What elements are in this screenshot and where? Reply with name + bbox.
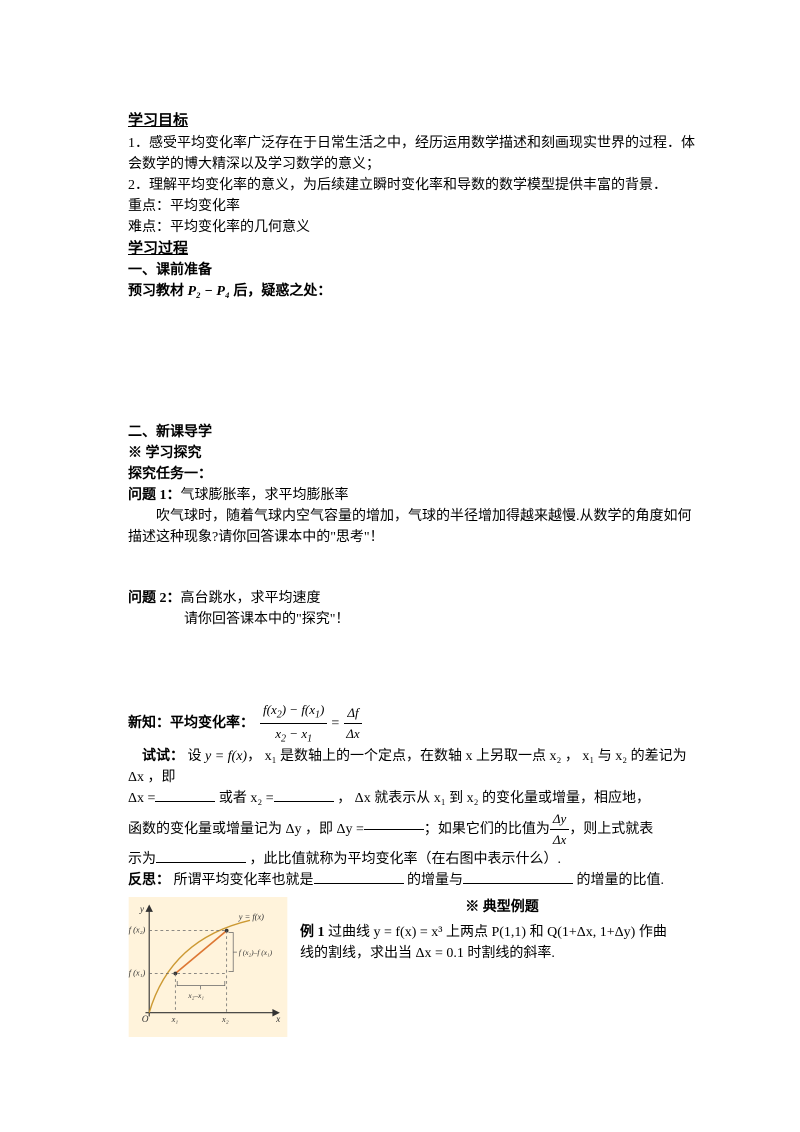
newknowledge-line: 新知：平均变化率： f(x2) − f(x1) x2 − x1 = Δf Δx: [128, 700, 704, 746]
q1-body: 吹气球时，随着气球内空气容量的增加，气球的半径增加得越来越慢.从数学的角度如何描…: [128, 506, 704, 548]
explore-heading: ※ 学习探究: [128, 443, 704, 464]
try-l4a: 函数的变化量或增量记为 Δy ，即 Δy =: [128, 819, 364, 840]
goal-2: 2．理解平均变化率的意义，为后续建立瞬时变化率和导数的数学模型提供丰富的背景．: [128, 175, 704, 196]
section-prep: 一、课前准备: [128, 260, 704, 281]
q2-body: 请你回答课本中的"探究"！: [128, 609, 704, 630]
try-l1-pre: 设: [188, 749, 206, 764]
ex-line1-text: 过曲线 y = f(x) = x³ 上两点 P(1,1) 和 Q(1+Δx, 1…: [328, 925, 667, 940]
secant-graph: y x O y = f(x) f (x₂) f (x₁) f (x₂)–f (x…: [128, 897, 288, 1037]
reflect-line: 反思： 所谓平均变化率也就是 的增量与 的增量的比值.: [128, 870, 704, 891]
heading-goals: 学习目标: [128, 110, 704, 133]
svg-text:x₁: x₁: [171, 1015, 179, 1024]
try-l3b: 或者 x₂ =: [219, 791, 274, 806]
try-l5a: 示为: [128, 852, 156, 867]
task1-heading: 探究任务一：: [128, 464, 704, 485]
q2-line: 问题 2：高台跳水，求平均速度: [128, 588, 704, 609]
try-line2: Δx ，即: [128, 767, 704, 788]
blank-dx[interactable]: [155, 801, 215, 802]
example-block: y x O y = f(x) f (x₂) f (x₁) f (x₂)–f (x…: [128, 897, 704, 1044]
svg-text:y = f(x): y = f(x): [238, 913, 264, 922]
ex-line2: 线的割线，求出当 Δx = 0.1 时割线的斜率.: [300, 943, 704, 964]
blank-ref1[interactable]: [314, 883, 404, 884]
svg-text:f (x₂)–f (x₁): f (x₂)–f (x₁): [239, 948, 273, 957]
prep-prefix: 预习教材: [128, 284, 188, 299]
try-l4b: ；如果它们的比值为: [424, 819, 550, 840]
try-label: 试试：: [142, 749, 184, 764]
try-l5b: ，此比值就称为平均变化率（在右图中表示什么）.: [250, 852, 562, 867]
svg-text:O: O: [142, 1015, 149, 1025]
try-line1: 试试： 设 y = f(x)， x₁ 是数轴上的一个定点，在数轴 x 上另取一点…: [128, 746, 704, 767]
svg-text:x₂–x₁: x₂–x₁: [187, 991, 204, 1000]
blank-ref2[interactable]: [463, 883, 573, 884]
ref-c: 的增量的比值.: [577, 873, 665, 888]
try-line5: 示为 ，此比值就称为平均变化率（在右图中表示什么）.: [128, 849, 704, 870]
heading-process: 学习过程: [128, 238, 704, 261]
ref-label: 反思：: [128, 873, 170, 888]
q2-title: 高台跳水，求平均速度: [181, 591, 321, 606]
ex-label: 例 1: [300, 925, 325, 940]
q1-title: 气球膨胀率，求平均膨胀率: [181, 488, 349, 503]
try-line3: Δx = 或者 x₂ = ， Δx 就表示从 x₁ 到 x₂ 的变化量或增量，相…: [128, 788, 704, 809]
q2-label: 问题 2：: [128, 591, 181, 606]
diffpoint: 难点：平均变化率的几何意义: [128, 217, 704, 238]
svg-text:y: y: [139, 905, 145, 915]
q1-line: 问题 1：气球膨胀率，求平均膨胀率: [128, 485, 704, 506]
ex-line1: 例 1 过曲线 y = f(x) = x³ 上两点 P(1,1) 和 Q(1+Δ…: [300, 922, 704, 943]
ref-a: 所谓平均变化率也就是: [174, 873, 314, 888]
goal-1: 1．感受平均变化率广泛存在于日常生活之中，经历运用数学描述和刻画现实世界的过程．…: [128, 133, 704, 175]
blank-ratio[interactable]: [156, 862, 246, 863]
try-l4c: ，则上式就表: [569, 819, 653, 840]
prep-suffix: 后，疑惑之处：: [230, 284, 332, 299]
avg-rate-formula: f(x2) − f(x1) x2 − x1 = Δf Δx: [260, 700, 363, 746]
prep-math: P₂ − P₄: [188, 284, 230, 299]
preparation-line: 预习教材 P₂ − P₄ 后，疑惑之处：: [128, 281, 704, 302]
try-l1-mid: ， x₁ 是数轴上的一个定点，在数轴 x 上另取一点 x₂ ， x₁ 与 x₂ …: [247, 749, 687, 764]
q1-label: 问题 1：: [128, 488, 181, 503]
ratio-dy-dx: ΔyΔx: [550, 809, 569, 849]
svg-text:f (x₂): f (x₂): [129, 926, 146, 935]
svg-text:f (x₁): f (x₁): [129, 969, 146, 978]
section-new: 二、新课导学: [128, 422, 704, 443]
try-line4: 函数的变化量或增量记为 Δy ，即 Δy = ；如果它们的比值为 ΔyΔx ，则…: [128, 809, 704, 849]
try-l3c: ， Δx 就表示从 x₁ 到 x₂ 的变化量或增量，相应地，: [337, 791, 650, 806]
example-heading: ※ 典型例题: [300, 897, 704, 918]
keypoint: 重点：平均变化率: [128, 196, 704, 217]
svg-text:x₂: x₂: [221, 1015, 229, 1024]
try-l3a: Δx =: [128, 791, 155, 806]
blank-dy[interactable]: [364, 829, 424, 830]
ref-b: 的增量与: [407, 873, 463, 888]
svg-text:x: x: [275, 1015, 281, 1025]
newk-label: 新知：平均变化率：: [128, 713, 254, 734]
graph-holder: y x O y = f(x) f (x₂) f (x₁) f (x₂)–f (x…: [128, 897, 288, 1044]
blank-x2[interactable]: [274, 801, 334, 802]
